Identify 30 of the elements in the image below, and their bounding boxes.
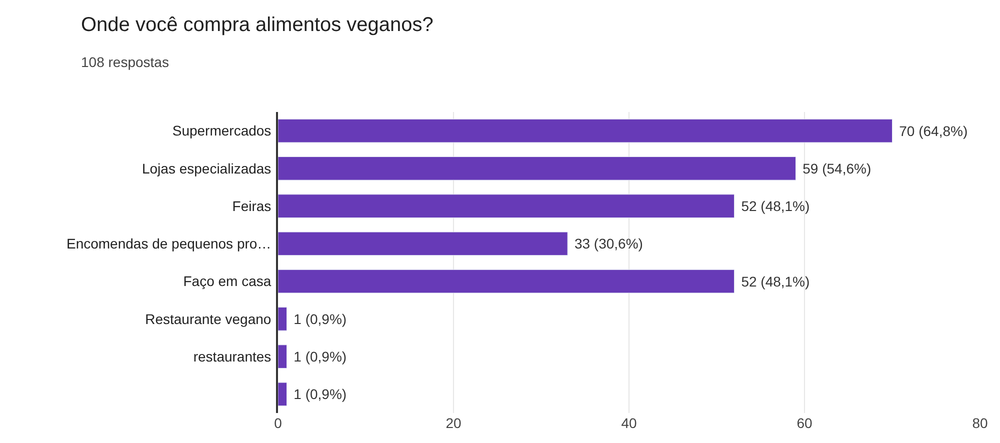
y-tick-label: Feiras <box>232 198 272 214</box>
y-tick-label: restaurantes <box>193 348 272 364</box>
bar <box>278 269 735 294</box>
bar <box>278 156 796 180</box>
data-label: 1 (0,9%) <box>290 348 347 365</box>
data-label: 1 (0,9%) <box>290 310 347 327</box>
text: 108 respostas <box>81 54 169 70</box>
y-tick-label: Lojas especializadas <box>142 160 272 176</box>
bar <box>278 307 288 331</box>
data-label: 52 (48,1%) <box>737 198 810 214</box>
bar <box>278 118 892 143</box>
x-tick-label: 60 <box>796 415 812 431</box>
x-tick-label: 0 <box>274 415 282 431</box>
data-label: 59 (54,6%) <box>798 160 872 176</box>
x-tick-label: 20 <box>446 415 462 431</box>
bar <box>278 194 735 218</box>
bar <box>278 344 288 368</box>
data-label: 70 (64,8%) <box>895 122 968 139</box>
x-tick-label: 40 <box>621 415 637 431</box>
data-label: 52 (48,1%) <box>737 273 810 290</box>
x-tick-label: 80 <box>972 415 988 431</box>
y-tick-label: Restaurante vegano <box>145 310 272 327</box>
chart-title: Onde você compra alimentos veganos? <box>81 14 434 36</box>
data-label: 1 (0,9%) <box>290 386 347 402</box>
y-tick-label: Faço em casa <box>183 273 272 290</box>
data-label: 33 (30,6%) <box>570 236 643 252</box>
y-tick-label: Encomendas de pequenos pro… <box>66 236 272 252</box>
bar <box>278 232 568 256</box>
bar <box>278 382 288 406</box>
y-tick-label: Supermercados <box>172 122 272 139</box>
